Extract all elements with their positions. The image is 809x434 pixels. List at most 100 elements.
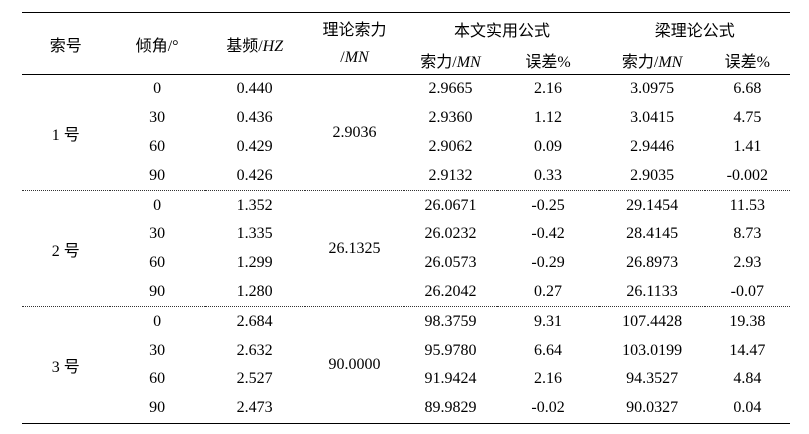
header-beam-group: 梁理论公式 bbox=[654, 23, 735, 40]
beam-force-cell: 90.0327 bbox=[626, 399, 679, 417]
practical-force-cell: 89.9829 bbox=[424, 399, 477, 417]
header-practical-error: 误差% bbox=[525, 53, 571, 71]
table-row: 60 1.299 26.0573 -0.29 26.8973 2.93 bbox=[22, 249, 790, 278]
practical-error-cell: 0.09 bbox=[534, 137, 563, 155]
frequency-cell: 1.352 bbox=[204, 190, 305, 220]
table-row: 60 0.429 2.9062 0.09 2.9446 1.41 bbox=[22, 133, 790, 162]
header-practical-force: 索力/MN bbox=[404, 45, 496, 75]
beam-error-cell: 6.68 bbox=[733, 80, 762, 98]
table-row: 90 0.426 2.9132 0.33 2.9035 -0.002 bbox=[22, 161, 790, 190]
angle-cell: 60 bbox=[149, 254, 166, 272]
frequency-cell: 0.426 bbox=[236, 166, 273, 184]
frequency-cell: 1.280 bbox=[236, 282, 273, 300]
beam-error-cell: 1.41 bbox=[733, 137, 762, 155]
beam-error-cell: 8.73 bbox=[733, 225, 762, 243]
beam-force-cell: 26.8973 bbox=[626, 254, 679, 272]
angle-cell: 0 bbox=[109, 190, 205, 220]
header-practical-force-unit: MN bbox=[456, 53, 481, 71]
table-row: 60 2.527 91.9424 2.16 94.3527 4.84 bbox=[22, 365, 790, 394]
header-angle: 倾角/° bbox=[135, 37, 179, 55]
table-row: 90 1.280 26.2042 0.27 26.1133 -0.07 bbox=[22, 278, 790, 307]
angle-cell: 0 bbox=[153, 80, 162, 98]
header-theory-slash: / bbox=[340, 48, 345, 66]
beam-force-cell: 28.4145 bbox=[626, 225, 679, 243]
beam-force-cell: 107.4428 bbox=[599, 306, 705, 337]
angle-cell: 90 bbox=[149, 399, 166, 417]
practical-force-cell: 91.9424 bbox=[424, 370, 477, 388]
table-row: 2 号 0 1.352 26.1325 26.0671 -0.25 29.1454 11.53 bbox=[22, 190, 790, 307]
frequency-cell: 0.429 bbox=[236, 137, 273, 155]
table-row: 3 号 0 2.684 90.0000 98.3759 9.31 107.4428 19.38 bbox=[22, 306, 790, 424]
practical-force-cell: 2.9665 bbox=[428, 80, 473, 98]
header-theory-force-unit-line: /MN bbox=[305, 44, 405, 71]
table-row: 30 0.436 2.9360 1.12 3.0415 4.75 bbox=[22, 104, 790, 133]
header-row-1: 索号 倾角/° 基频/HZ 理论索力 /MN 本文实用公式 梁理论公式 bbox=[22, 13, 790, 66]
beam-error-cell: 4.75 bbox=[733, 109, 762, 127]
frequency-cell: 2.632 bbox=[236, 341, 273, 359]
header-frequency-label: 基频/ bbox=[226, 37, 263, 55]
beam-force-cell: 94.3527 bbox=[626, 370, 679, 388]
angle-cell: 30 bbox=[149, 109, 166, 127]
practical-force-cell: 98.3759 bbox=[404, 306, 497, 337]
practical-error-cell: 9.31 bbox=[496, 306, 600, 337]
angle-cell: 90 bbox=[149, 166, 166, 184]
practical-error-cell: -0.02 bbox=[531, 399, 565, 417]
beam-error-cell: 14.47 bbox=[729, 341, 766, 359]
practical-force-cell: 2.9062 bbox=[428, 137, 473, 155]
angle-cell: 0 bbox=[109, 306, 205, 337]
practical-force-cell: 2.9360 bbox=[428, 109, 473, 127]
header-row-2: 索力/MN 误差% 索力/MN 误差% bbox=[22, 45, 790, 75]
header-practical-group: 本文实用公式 bbox=[453, 23, 550, 40]
practical-force-cell: 26.0232 bbox=[424, 225, 477, 243]
practical-error-cell: 2.16 bbox=[534, 80, 563, 98]
frequency-cell: 1.335 bbox=[236, 225, 273, 243]
beam-force-cell: 2.9446 bbox=[630, 137, 675, 155]
beam-force-cell: 2.9035 bbox=[630, 166, 675, 184]
frequency-cell: 1.299 bbox=[236, 254, 273, 272]
beam-error-cell: 2.93 bbox=[733, 254, 762, 272]
frequency-cell: 2.527 bbox=[236, 370, 273, 388]
beam-error-cell: -0.002 bbox=[726, 166, 768, 184]
practical-force-cell: 2.9132 bbox=[428, 166, 473, 184]
beam-force-cell: 29.1454 bbox=[599, 190, 705, 220]
frequency-cell: 0.440 bbox=[236, 80, 273, 98]
practical-error-cell: -0.25 bbox=[496, 190, 600, 220]
cable-force-table: 索号 倾角/° 基频/HZ 理论索力 /MN 本文实用公式 梁理论公式 索力/M… bbox=[22, 12, 790, 424]
header-theory-unit: MN bbox=[344, 48, 369, 66]
cable-label-cell: 2 号 bbox=[22, 190, 110, 307]
beam-error-cell: -0.07 bbox=[730, 282, 764, 300]
angle-cell: 90 bbox=[149, 282, 166, 300]
theory-force-cell: 26.1325 bbox=[304, 190, 405, 307]
angle-cell: 30 bbox=[149, 225, 166, 243]
header-beam-force: 索力/MN bbox=[599, 45, 704, 75]
frequency-cell: 2.684 bbox=[204, 306, 305, 337]
table-row: 30 1.335 26.0232 -0.42 28.4145 8.73 bbox=[22, 220, 790, 249]
frequency-cell: 0.436 bbox=[236, 109, 273, 127]
practical-force-cell: 95.9780 bbox=[424, 341, 477, 359]
beam-error-cell: 4.84 bbox=[733, 370, 762, 388]
angle-cell: 60 bbox=[149, 370, 166, 388]
header-beam-force-unit: MN bbox=[658, 53, 683, 71]
practical-error-cell: 0.27 bbox=[534, 282, 563, 300]
beam-force-cell: 3.0975 bbox=[630, 80, 675, 98]
angle-cell: 60 bbox=[149, 137, 166, 155]
table-header: 索号 倾角/° 基频/HZ 理论索力 /MN 本文实用公式 梁理论公式 索力/M… bbox=[22, 13, 790, 75]
beam-force-cell: 103.0199 bbox=[622, 341, 683, 359]
practical-error-cell: -0.29 bbox=[531, 254, 565, 272]
beam-force-cell: 3.0415 bbox=[630, 109, 675, 127]
beam-error-cell: 19.38 bbox=[704, 306, 790, 337]
table-body: 1 号 0 0.440 2.9036 2.9665 2.16 3.0975 6.68 30 0.4… bbox=[22, 75, 790, 424]
practical-force-cell: 26.0573 bbox=[424, 254, 477, 272]
header-beam-error: 误差% bbox=[724, 53, 771, 71]
header-frequency-unit: HZ bbox=[262, 37, 284, 55]
practical-force-cell: 26.0671 bbox=[404, 190, 497, 220]
header-theory-force-label: 理论索力 bbox=[322, 21, 387, 39]
header-frequency: 基频/HZ bbox=[205, 13, 305, 75]
practical-error-cell: 6.64 bbox=[534, 341, 563, 359]
cable-label-cell: 1 号 bbox=[51, 126, 80, 144]
angle-cell: 30 bbox=[149, 341, 166, 359]
practical-error-cell: 2.16 bbox=[534, 370, 563, 388]
beam-force-cell: 26.1133 bbox=[626, 282, 678, 300]
frequency-cell: 2.473 bbox=[236, 399, 273, 417]
